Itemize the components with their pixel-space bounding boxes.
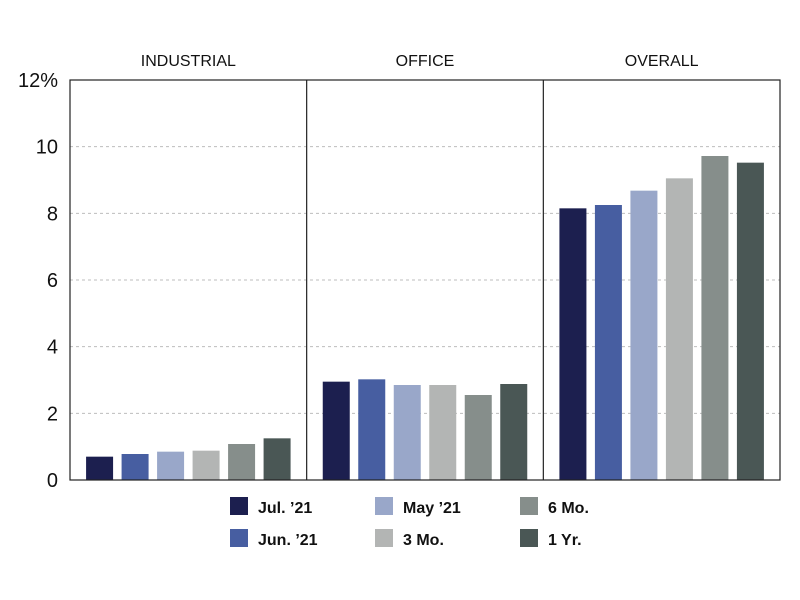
- bar-overall-1: [594, 205, 622, 480]
- group-label: OFFICE: [396, 53, 455, 70]
- bar-overall-2: [630, 190, 658, 480]
- legend-item: 1 Yr.: [520, 529, 582, 549]
- legend-label: Jul. ’21: [258, 500, 312, 517]
- bar-industrial-1: [121, 454, 149, 480]
- bars: [86, 156, 764, 481]
- group-label: OVERALL: [625, 53, 699, 70]
- bar-office-3: [429, 385, 457, 480]
- bar-industrial-5: [263, 438, 291, 480]
- legend-swatch: [375, 497, 393, 515]
- bar-overall-0: [559, 208, 587, 481]
- y-tick-label: 8: [47, 203, 58, 225]
- bar-industrial-4: [228, 444, 256, 480]
- y-tick-label: 10: [36, 137, 58, 159]
- legend: Jul. ’21 Jun. ’21 May ’21 3 Mo. 6 Mo. 1 Yr.: [230, 497, 589, 549]
- bar-office-2: [393, 385, 421, 480]
- legend-swatch: [375, 529, 393, 547]
- legend-swatch: [230, 529, 248, 547]
- legend-item: Jun. ’21: [230, 529, 318, 549]
- y-tick-label: 4: [47, 337, 58, 359]
- bar-overall-4: [701, 156, 729, 480]
- gridlines: [70, 146, 780, 414]
- group-labels: INDUSTRIAL OFFICE OVERALL: [141, 53, 699, 70]
- y-axis-ticks: 0 2 4 6 8 10 12%: [18, 70, 58, 492]
- bar-office-1: [358, 379, 386, 480]
- bar-office-0: [322, 381, 350, 480]
- legend-swatch: [230, 497, 248, 515]
- legend-label: 3 Mo.: [403, 532, 444, 549]
- bar-office-4: [464, 395, 492, 480]
- bar-office-5: [500, 384, 528, 480]
- legend-label: Jun. ’21: [258, 532, 318, 549]
- bar-industrial-2: [157, 451, 185, 480]
- legend-label: 1 Yr.: [548, 532, 582, 549]
- group-label: INDUSTRIAL: [141, 53, 236, 70]
- y-tick-label: 0: [47, 470, 58, 492]
- legend-item: 3 Mo.: [375, 529, 444, 549]
- y-tick-label: 6: [47, 270, 58, 292]
- legend-label: May ’21: [403, 500, 461, 517]
- legend-item: Jul. ’21: [230, 497, 312, 517]
- bar-overall-3: [665, 178, 693, 481]
- plot-border: [69, 79, 781, 481]
- bar-overall-5: [736, 162, 764, 480]
- legend-item: May ’21: [375, 497, 461, 517]
- legend-item: 6 Mo.: [520, 497, 589, 517]
- bar-industrial-0: [86, 456, 114, 480]
- y-tick-label: 12%: [18, 70, 58, 92]
- plot-frame: [69, 79, 781, 481]
- legend-swatch: [520, 497, 538, 515]
- bar-industrial-3: [192, 450, 220, 480]
- legend-swatch: [520, 529, 538, 547]
- y-tick-label: 2: [47, 403, 58, 425]
- legend-label: 6 Mo.: [548, 500, 589, 517]
